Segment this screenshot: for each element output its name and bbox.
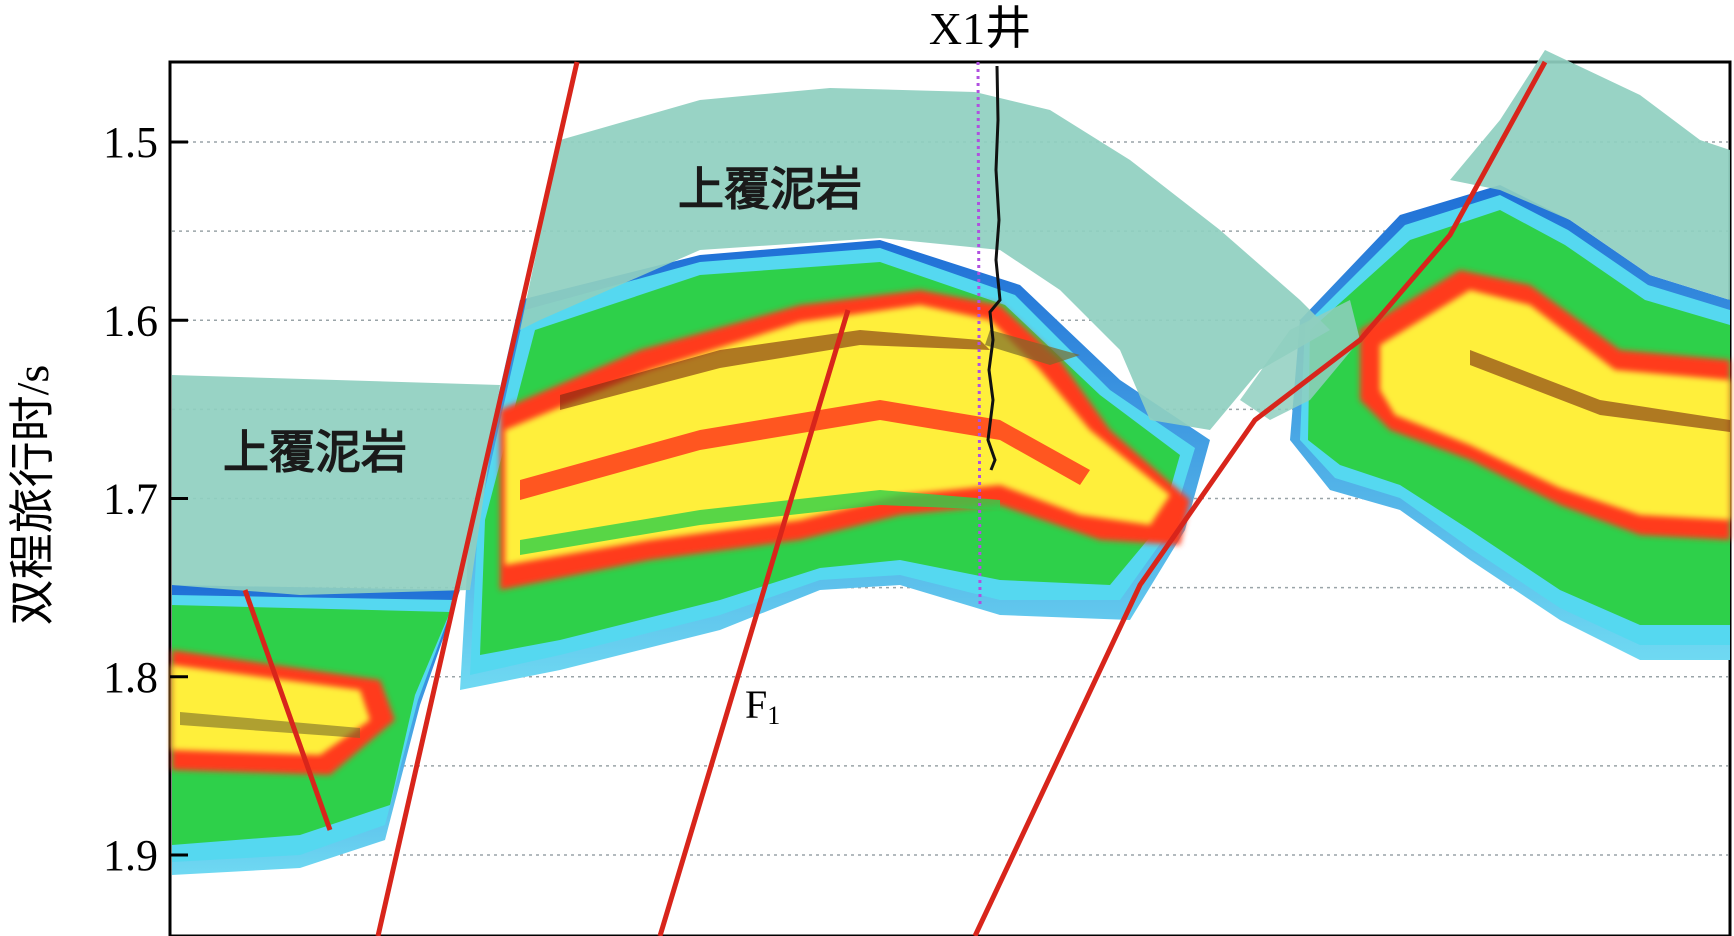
well-x1 — [976, 61, 1002, 606]
fault-line-3 — [972, 60, 1548, 936]
y-tick-label: 1.5 — [103, 118, 158, 167]
faults — [242, 60, 1548, 936]
overburden-left — [172, 375, 500, 595]
y-axis-label: 双程旅行时/s — [7, 365, 58, 626]
fault-line-f1 — [657, 309, 851, 936]
y-tick-label: 1.7 — [103, 475, 158, 524]
fault-line-left-minor — [242, 589, 333, 831]
overburden-regions — [172, 50, 1730, 595]
seismic-block-left — [172, 585, 460, 875]
annotation-overburden-left: 上覆泥岩 — [223, 425, 407, 479]
y-tick-label: 1.8 — [103, 653, 158, 702]
y-tick-label: 1.6 — [103, 296, 158, 345]
well-title: X1井 — [929, 3, 1031, 54]
well-log-curve — [986, 65, 1002, 471]
annotation-overburden-center: 上覆泥岩 — [678, 162, 862, 216]
fault-line-1 — [375, 61, 580, 936]
y-axis-ticks: 1.5 1.6 1.7 1.8 1.9 — [103, 118, 188, 880]
seismic-block-right — [1290, 185, 1730, 660]
y-tick-label: 1.9 — [103, 831, 158, 880]
overburden-center — [520, 88, 1330, 430]
fault-label-sub: 1 — [767, 701, 780, 730]
fault-label-f1: F1 — [745, 682, 780, 730]
overburden-patch — [1240, 300, 1360, 420]
fault-label-main: F — [745, 682, 767, 727]
seismic-block-center — [460, 240, 1210, 690]
